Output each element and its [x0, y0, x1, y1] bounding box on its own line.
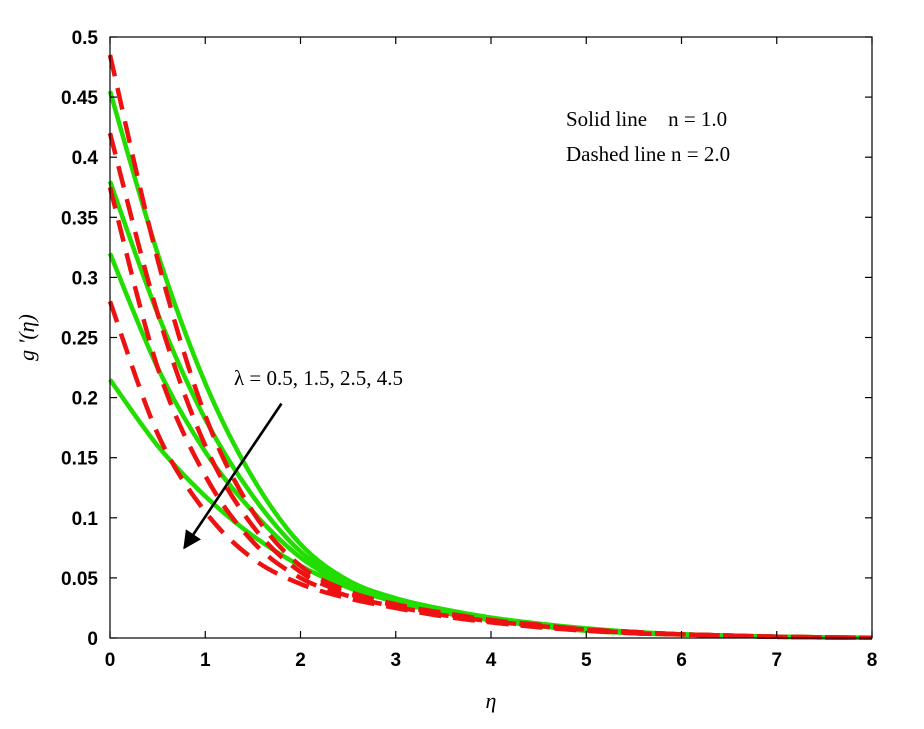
- legend-solid-line-text: Solid line n = 1.0: [566, 107, 727, 131]
- series-line-dashed-lambda-0-5: [107, 54, 873, 641]
- series-line-solid-lambda-2-5: [107, 252, 873, 641]
- y-tick-label: 0.1: [72, 509, 99, 530]
- legend-dashed-line-text: Dashed line n = 2.0: [566, 142, 730, 166]
- y-tick-label: 0: [87, 629, 98, 650]
- x-tick-label: 4: [486, 650, 497, 671]
- y-tick-label: 0.3: [72, 268, 98, 289]
- series-line-solid-lambda-0-5: [107, 90, 873, 641]
- y-tick-label: 0.2: [72, 389, 98, 410]
- y-tick-label: 0.5: [72, 28, 99, 49]
- legend-note: Solid line n = 1.0 Dashed line n = 2.0: [566, 107, 730, 166]
- x-axis-label: η: [486, 688, 497, 713]
- x-tick-label: 3: [390, 650, 401, 671]
- series-line-dashed-lambda-1-5: [107, 132, 873, 641]
- x-tick-label: 0: [105, 650, 116, 671]
- y-tick-label: 0.05: [61, 569, 98, 590]
- x-tick-label: 6: [676, 650, 687, 671]
- x-tick-label: 5: [581, 650, 592, 671]
- series-line-dashed-lambda-2-5: [107, 186, 873, 641]
- x-tick-label: 1: [200, 650, 211, 671]
- tick-layer: 0 1 2 3 4 5 6 7 8 0 0.05 0.1 0.15 0.2 0.25 0.3 0.35 0.4 0.…: [61, 28, 877, 671]
- x-tick-label: 8: [867, 650, 878, 671]
- lambda-arrow: [183, 402, 283, 550]
- y-tick-label: 0.35: [61, 208, 98, 229]
- x-tick-label: 7: [771, 650, 782, 671]
- plot-frame: [109, 36, 873, 639]
- y-tick-label: 0.4: [72, 148, 99, 169]
- series-line-solid-lambda-1-5: [107, 180, 873, 641]
- lambda-annotation: λ = 0.5, 1.5, 2.5, 4.5: [234, 366, 403, 390]
- y-tick-label: 0.25: [61, 329, 98, 350]
- series-layer: [107, 54, 873, 641]
- series-line-dashed-lambda-4-5: [107, 300, 873, 641]
- y-tick-label: 0.15: [61, 449, 98, 470]
- y-tick-label: 0.45: [61, 88, 98, 109]
- x-tick-label: 2: [295, 650, 306, 671]
- y-axis-label: g '(η): [14, 314, 39, 361]
